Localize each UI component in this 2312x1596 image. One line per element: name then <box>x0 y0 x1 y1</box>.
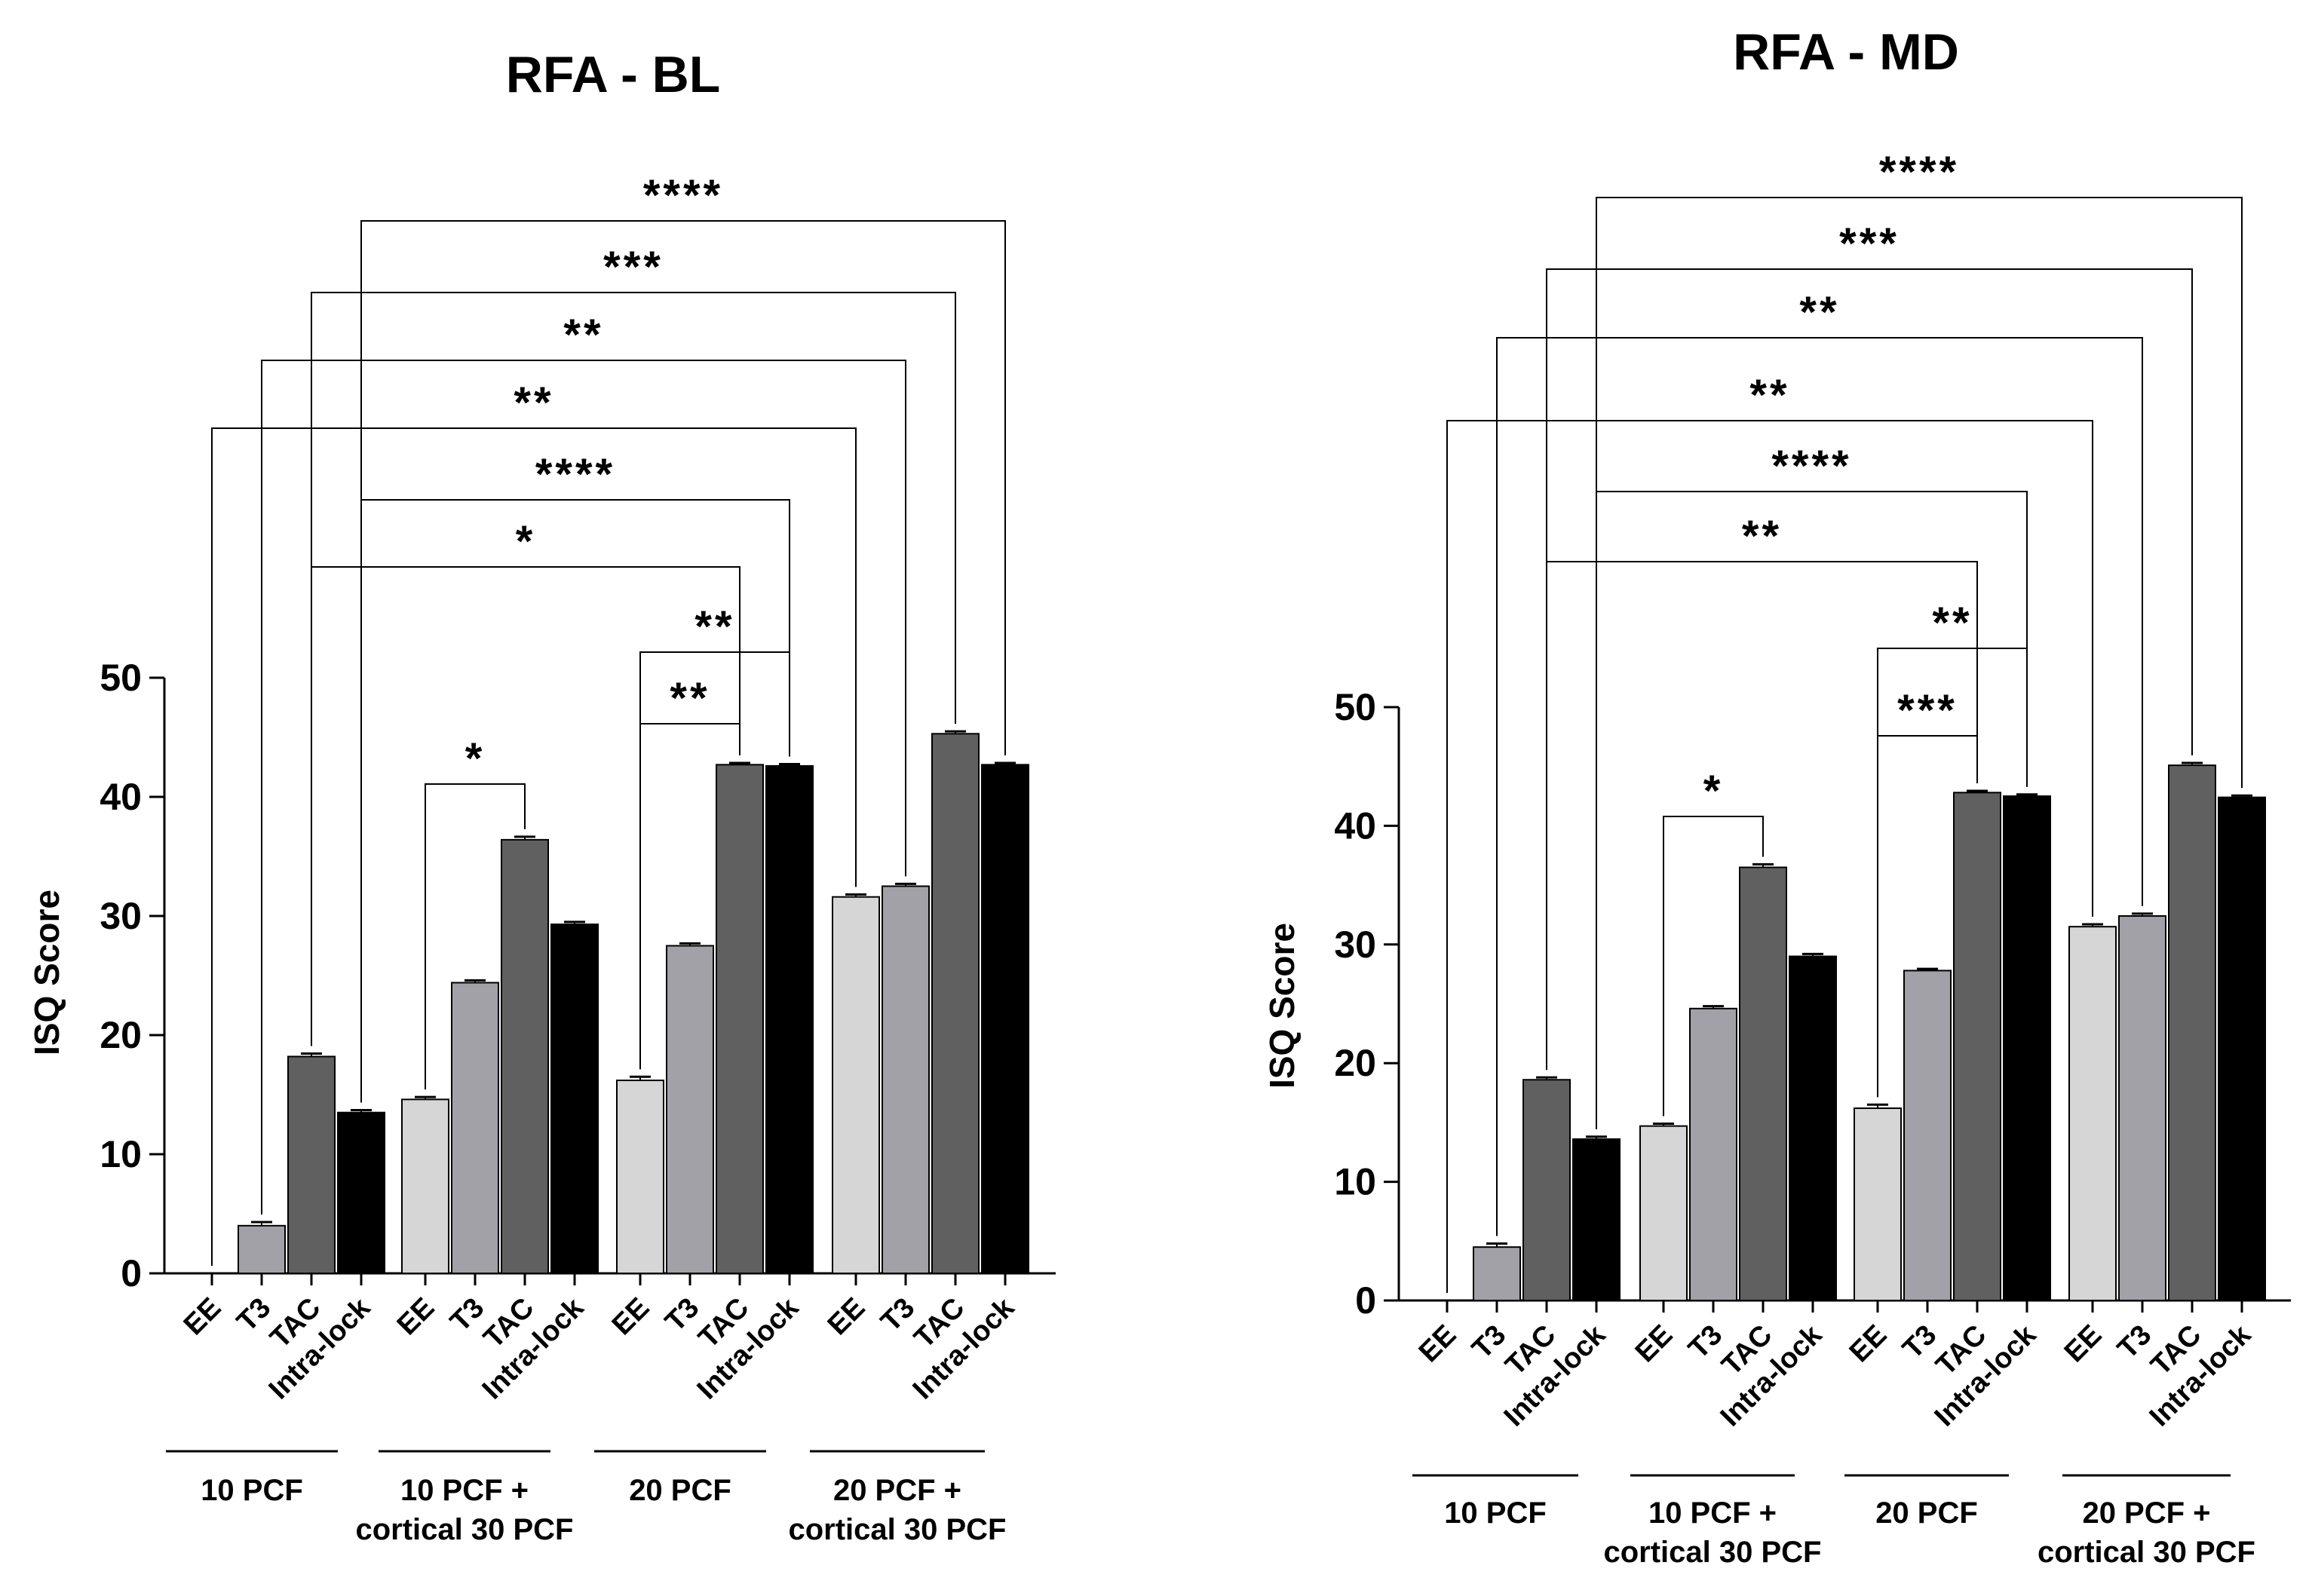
y-tick-label: 40 <box>1334 804 1376 847</box>
group-label: cortical 30 PCF <box>788 1513 1006 1546</box>
bar <box>1522 1079 1571 1301</box>
y-tick-label: 50 <box>1334 686 1376 728</box>
significance-label: *** <box>603 243 664 292</box>
significance-bracket <box>261 360 906 1215</box>
bar <box>1854 1107 1902 1301</box>
significance-bracket <box>1596 197 2243 1129</box>
significance-label: **** <box>1879 148 1959 197</box>
significance-label: ** <box>563 311 603 360</box>
category-label: EE <box>1630 1319 1679 1369</box>
bar <box>451 982 499 1274</box>
significance-label: ** <box>1932 599 1972 648</box>
bar <box>2168 764 2216 1301</box>
significance-label: **** <box>1771 442 1851 491</box>
significance-bracket <box>1496 337 2143 1236</box>
group-label: 10 PCF + <box>400 1474 529 1507</box>
significance-label: ** <box>514 378 553 427</box>
group-label: 10 PCF <box>201 1474 303 1507</box>
bar <box>1739 866 1787 1301</box>
significance-label: ** <box>1742 512 1782 561</box>
bar <box>765 764 814 1274</box>
significance-bracket <box>425 783 526 1090</box>
y-tick-label: 10 <box>1334 1161 1376 1203</box>
bar <box>1473 1246 1521 1302</box>
bar <box>2003 795 2051 1302</box>
bar <box>666 945 714 1274</box>
significance-bracket <box>1546 268 2193 1071</box>
y-tick-label: 10 <box>100 1133 142 1175</box>
significance-label: * <box>465 734 486 783</box>
significance-bracket <box>211 427 857 1266</box>
significance-label: ** <box>1749 371 1789 420</box>
bar <box>1903 970 1952 1301</box>
bar <box>238 1224 286 1275</box>
group-label: 10 PCF <box>1444 1496 1547 1530</box>
y-axis-label: ISQ Score <box>27 890 66 1055</box>
bar <box>832 896 880 1274</box>
bar <box>1572 1138 1621 1302</box>
y-tick-label: 0 <box>121 1252 142 1294</box>
chart-title: RFA - BL <box>506 46 721 103</box>
significance-label: ** <box>1799 288 1839 337</box>
category-label: EE <box>391 1292 441 1342</box>
bar <box>501 838 549 1274</box>
bar <box>1789 955 1837 1302</box>
significance-bracket <box>1663 816 1764 1117</box>
significance-label: ** <box>670 674 710 723</box>
chart-title: RFA - MD <box>1733 23 1959 81</box>
significance-label: * <box>516 517 536 566</box>
group-label: 20 PCF <box>629 1474 731 1507</box>
bar <box>337 1111 385 1274</box>
group-label: 10 PCF + <box>1648 1496 1777 1530</box>
group-label: cortical 30 PCF <box>2038 1536 2255 1569</box>
category-label: EE <box>178 1292 228 1342</box>
y-tick-label: 30 <box>1334 924 1376 966</box>
category-label: EE <box>822 1292 872 1342</box>
significance-label: * <box>1703 767 1724 816</box>
y-tick-label: 40 <box>100 776 142 818</box>
category-label: EE <box>1844 1319 1893 1369</box>
bar <box>2118 915 2166 1302</box>
significance-label: *** <box>1897 686 1958 735</box>
y-tick-label: 20 <box>1334 1042 1376 1084</box>
significance-label: **** <box>535 450 615 499</box>
group-label: cortical 30 PCF <box>355 1513 573 1546</box>
y-tick-label: 50 <box>100 657 142 699</box>
significance-bracket <box>1446 420 2093 1293</box>
group-label: 20 PCF + <box>2082 1496 2210 1530</box>
bar <box>1689 1007 1737 1302</box>
bar <box>981 764 1029 1274</box>
bar <box>1953 792 2001 1301</box>
bar <box>2068 926 2117 1301</box>
category-label: EE <box>606 1292 656 1342</box>
y-axis-label: ISQ Score <box>1262 923 1302 1089</box>
bar <box>931 733 980 1274</box>
significance-label: ** <box>695 602 734 651</box>
significance-bracket <box>360 220 1006 1103</box>
y-tick-label: 30 <box>100 895 142 937</box>
bar <box>550 924 599 1275</box>
bar <box>287 1055 336 1274</box>
bar <box>616 1080 664 1275</box>
significance-label: *** <box>1839 219 1900 268</box>
bar <box>2218 796 2266 1301</box>
y-tick-label: 0 <box>1355 1279 1376 1322</box>
group-label: 20 PCF <box>1875 1496 1978 1530</box>
bar <box>716 764 764 1274</box>
significance-label: **** <box>643 171 723 220</box>
category-label: EE <box>1413 1319 1463 1369</box>
group-label: cortical 30 PCF <box>1603 1536 1821 1569</box>
category-label: EE <box>2059 1319 2108 1369</box>
y-tick-label: 20 <box>100 1014 142 1056</box>
bar <box>1639 1125 1688 1301</box>
significance-bracket <box>311 292 956 1046</box>
bar <box>401 1098 449 1274</box>
group-label: 20 PCF + <box>833 1474 961 1507</box>
bar <box>882 885 930 1274</box>
